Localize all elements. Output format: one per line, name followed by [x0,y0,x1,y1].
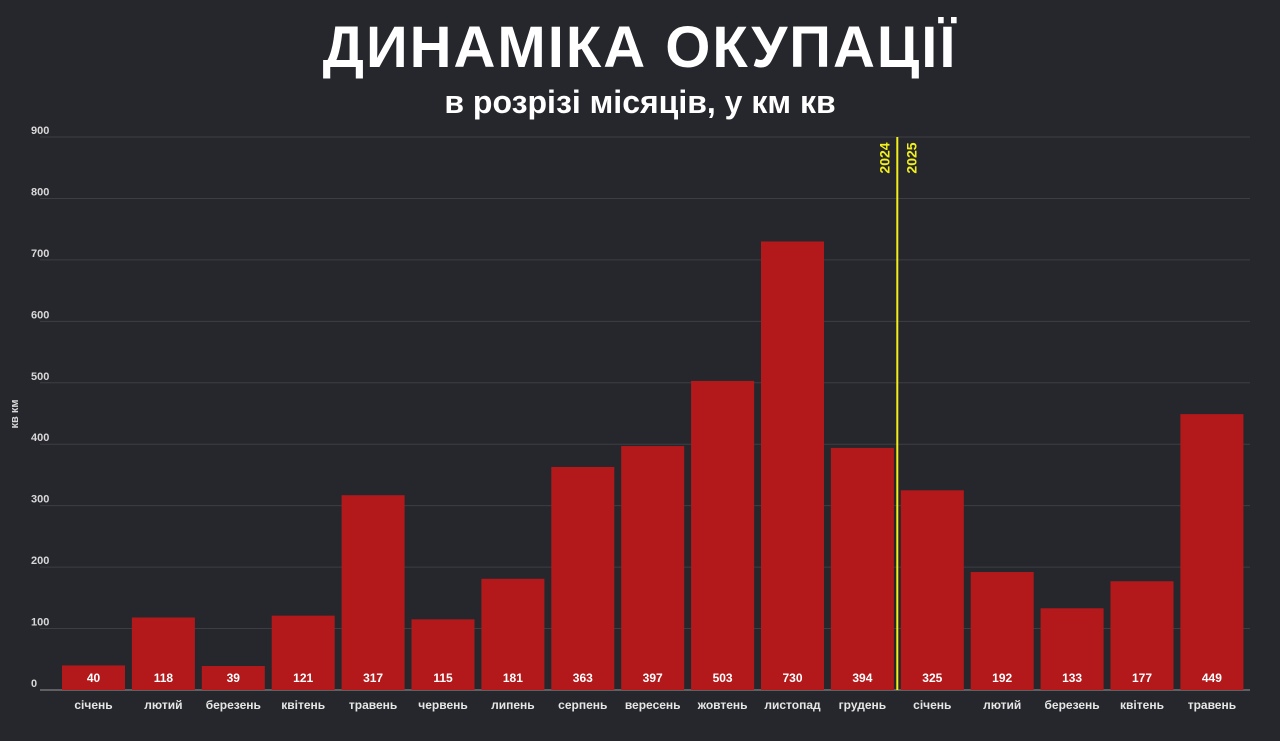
bar [131,617,195,690]
data-label: 192 [992,671,1012,685]
chart-subtitle: в розрізі місяців, у км кв [444,84,836,120]
data-label: 397 [643,671,663,685]
bar [970,572,1034,690]
category-label: вересень [625,698,681,712]
data-label: 177 [1132,671,1152,685]
category-label: квітень [281,698,325,712]
data-label: 503 [713,671,733,685]
data-label: 363 [573,671,593,685]
chart-title: ДИНАМІКА ОКУПАЦІЇ [322,15,958,80]
y-tick-label: 900 [31,125,49,137]
bar [621,446,685,690]
category-label: січень [913,698,951,712]
y-tick-label: 800 [31,186,49,198]
category-label: лютий [983,698,1021,712]
category-label: жовтень [697,698,748,712]
data-label: 118 [154,671,174,685]
bar [271,615,335,690]
data-label: 121 [293,671,313,685]
category-label: липень [491,698,535,712]
data-label: 115 [433,671,453,685]
category-label: травень [349,698,397,712]
y-tick-label: 0 [31,678,37,690]
y-tick-label: 400 [31,432,49,444]
bar [1180,414,1244,690]
y-tick-label: 100 [31,617,49,629]
bar [411,619,475,690]
y-tick-label: 600 [31,309,49,321]
bar [1040,608,1104,690]
data-label: 317 [363,671,383,685]
bar [481,578,545,690]
y-tick-label: 700 [31,248,49,260]
category-label: грудень [839,698,886,712]
year-label-right: 2025 [903,142,919,173]
bar [341,495,405,690]
data-label: 730 [782,671,802,685]
data-label: 394 [852,671,872,685]
category-label: лютий [144,698,182,712]
bar [62,665,125,690]
year-label-left: 2024 [876,142,892,173]
bar [900,490,964,690]
category-label: квітень [1120,698,1164,712]
data-label: 39 [227,671,241,685]
y-tick-label: 500 [31,371,49,383]
category-label: серпень [558,698,607,712]
bar [691,380,755,690]
bar [201,666,265,690]
bar [551,466,615,690]
category-label: травень [1188,698,1236,712]
category-label: березень [206,698,261,712]
bar [830,447,894,690]
category-label: березень [1044,698,1099,712]
category-label: листопад [764,698,821,712]
y-tick-label: 300 [31,494,49,506]
category-label: червень [418,698,468,712]
data-label: 133 [1062,671,1082,685]
bar [761,241,824,690]
data-label: 40 [87,671,101,685]
bar [1110,581,1174,690]
y-axis-label: кв км [9,400,21,429]
data-label: 325 [922,671,942,685]
data-label: 449 [1202,671,1222,685]
data-label: 181 [503,671,523,685]
category-label: січень [74,698,112,712]
y-tick-label: 200 [31,555,49,567]
